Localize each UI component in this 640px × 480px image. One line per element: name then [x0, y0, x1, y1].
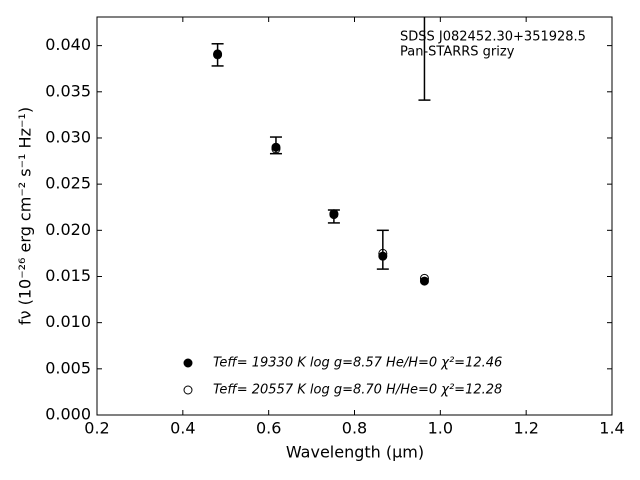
- y-tick-label: 0.040: [45, 35, 91, 54]
- x-tick-label: 0.2: [84, 419, 109, 438]
- marker: [419, 276, 429, 286]
- marker: [271, 142, 281, 152]
- x-tick-label: 1.2: [513, 419, 538, 438]
- marker: [378, 251, 388, 261]
- y-tick-label: 0.010: [45, 312, 91, 331]
- legend-label: Teff= 20557 K log g=8.70 H/He=0 χ²=12.28: [213, 383, 502, 398]
- y-tick-label: 0.025: [45, 174, 91, 193]
- x-tick-label: 0.6: [256, 419, 281, 438]
- y-tick-label: 0.020: [45, 220, 91, 239]
- legend-marker: [183, 385, 193, 395]
- y-axis-label: fν (10⁻²⁶ erg cm⁻² s⁻¹ Hz⁻¹): [16, 107, 35, 325]
- x-tick-label: 0.8: [342, 419, 367, 438]
- marker: [419, 273, 429, 283]
- error-bar: [418, 17, 431, 101]
- y-tick-label: 0.000: [45, 405, 91, 424]
- x-tick-label: 0.4: [170, 419, 195, 438]
- annotation: SDSS J082452.30+351928.5: [400, 30, 586, 45]
- x-axis-label: Wavelength (μm): [286, 443, 424, 462]
- marker: [213, 50, 223, 60]
- y-tick-label: 0.005: [45, 358, 91, 377]
- legend-label: Teff= 19330 K log g=8.57 He/H=0 χ²=12.46: [213, 356, 502, 371]
- legend-marker: [183, 358, 193, 368]
- annotation: Pan-STARRS grizy: [400, 45, 515, 60]
- marker: [329, 210, 339, 220]
- marker: [378, 248, 388, 258]
- y-tick-label: 0.015: [45, 266, 91, 285]
- marker: [271, 144, 281, 154]
- x-tick-label: 1.0: [428, 419, 453, 438]
- x-tick-label: 1.4: [599, 419, 624, 438]
- y-tick-label: 0.035: [45, 81, 91, 100]
- plot-area: [211, 17, 431, 286]
- y-tick-label: 0.030: [45, 127, 91, 146]
